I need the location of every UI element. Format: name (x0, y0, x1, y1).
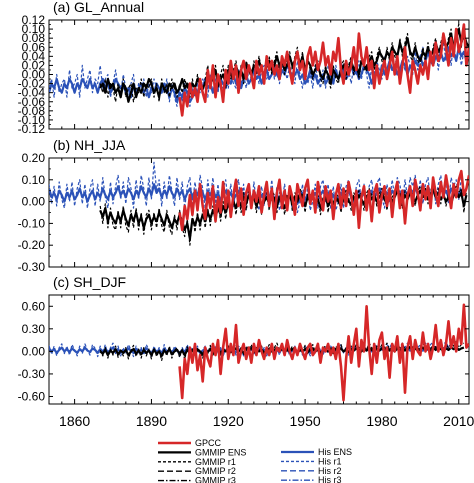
panel-c: (c) SH_DJF -0.60 -0.30 0.00 0.30 0.60 (18, 274, 470, 405)
legend-label-gmmip-r2: GMMIP r2 (195, 466, 236, 476)
panel-c-plot (49, 303, 469, 402)
y-tick-label: 0.60 (22, 299, 46, 313)
legend-label-his-r1: His r1 (318, 456, 342, 466)
y-tick-label: 0.04 (22, 49, 46, 63)
legend-label-his-ens: His ENS (318, 447, 352, 457)
panel-b-y-axis: -0.30 -0.20 -0.10 0.00 0.10 0.20 (18, 151, 469, 274)
y-tick-label: 0.02 (22, 58, 46, 72)
panel-a-series-gpcc (178, 23, 469, 117)
panel-c-title: (c) SH_DJF (53, 274, 126, 290)
legend-label-gmmip-r1: GMMIP r1 (195, 457, 236, 467)
legend-label-gmmip-r3: GMMIP r3 (195, 476, 236, 483)
panel-a-series-gmmip-ens (99, 28, 469, 103)
y-tick-label: -0.08 (18, 104, 46, 118)
legend-label-his-r2: His r2 (318, 466, 342, 476)
y-tick-label: 0.12 (22, 13, 46, 27)
panel-b-series-gpcc (178, 169, 469, 232)
y-tick-label: 0.10 (22, 22, 46, 36)
panel-a-plot (49, 23, 469, 117)
x-tick-label: 1980 (366, 413, 397, 429)
legend-label-gpcc: GPCC (195, 438, 222, 448)
panel-a: (a) GL_Annual -0.12-0.10-0.08-0.06-0.04-… (18, 0, 470, 136)
x-tick-label: 2010 (443, 413, 474, 429)
x-tick-label: 1920 (213, 413, 244, 429)
panel-a-y-axis: -0.12-0.10-0.08-0.06-0.04-0.020.000.020.… (18, 13, 469, 136)
y-tick-label: -0.30 (18, 260, 46, 274)
x-tick-label: 1860 (59, 413, 90, 429)
y-tick-label: -0.10 (18, 216, 46, 230)
legend-label-gmmip-ens: GMMIP ENS (195, 447, 246, 457)
y-tick-label: -0.12 (18, 122, 46, 136)
panel-b-x-ticks (48, 158, 460, 267)
y-tick-label: -0.60 (18, 389, 46, 403)
y-tick-label: -0.06 (18, 95, 46, 109)
panel-c-x-ticks (48, 295, 460, 404)
y-tick-label: -0.04 (18, 86, 46, 100)
panel-b-series-gmmip-r1 (99, 183, 467, 246)
x-tick-label: 1890 (136, 413, 167, 429)
y-tick-label: 0.08 (22, 31, 46, 45)
y-tick-label: 0.30 (22, 322, 46, 336)
y-tick-label: -0.30 (18, 367, 46, 381)
panel-a-x-ticks (48, 20, 460, 129)
panel-b: (b) NH_JJA -0.30 -0.20 -0.10 0.00 0.10 0.20 (18, 137, 470, 274)
panel-b-plot (49, 161, 469, 246)
y-tick-label: -0.10 (18, 113, 46, 127)
y-tick-label: -0.02 (18, 77, 46, 91)
y-tick-label: 0.20 (22, 151, 46, 165)
x-axis-tick-labels: 1860 1890 1920 1950 1980 2010 (59, 413, 474, 429)
y-tick-label: 0.06 (22, 40, 46, 54)
y-tick-label: -0.20 (18, 238, 46, 252)
x-tick-label: 1950 (290, 413, 321, 429)
panel-b-title: (b) NH_JJA (53, 137, 126, 153)
panel-c-y-axis: -0.60 -0.30 0.00 0.30 0.60 (18, 299, 469, 403)
legend-label-his-r3: His r3 (318, 475, 342, 483)
y-tick-label: 0.00 (22, 68, 46, 82)
panel-c-series-gpcc (178, 303, 469, 402)
y-tick-label: 0.10 (22, 173, 46, 187)
panel-a-series-gmmip-r1 (99, 23, 469, 103)
y-tick-label: 0.00 (22, 195, 46, 209)
panel-a-title: (a) GL_Annual (53, 0, 144, 15)
y-tick-label: 0.00 (22, 344, 46, 358)
